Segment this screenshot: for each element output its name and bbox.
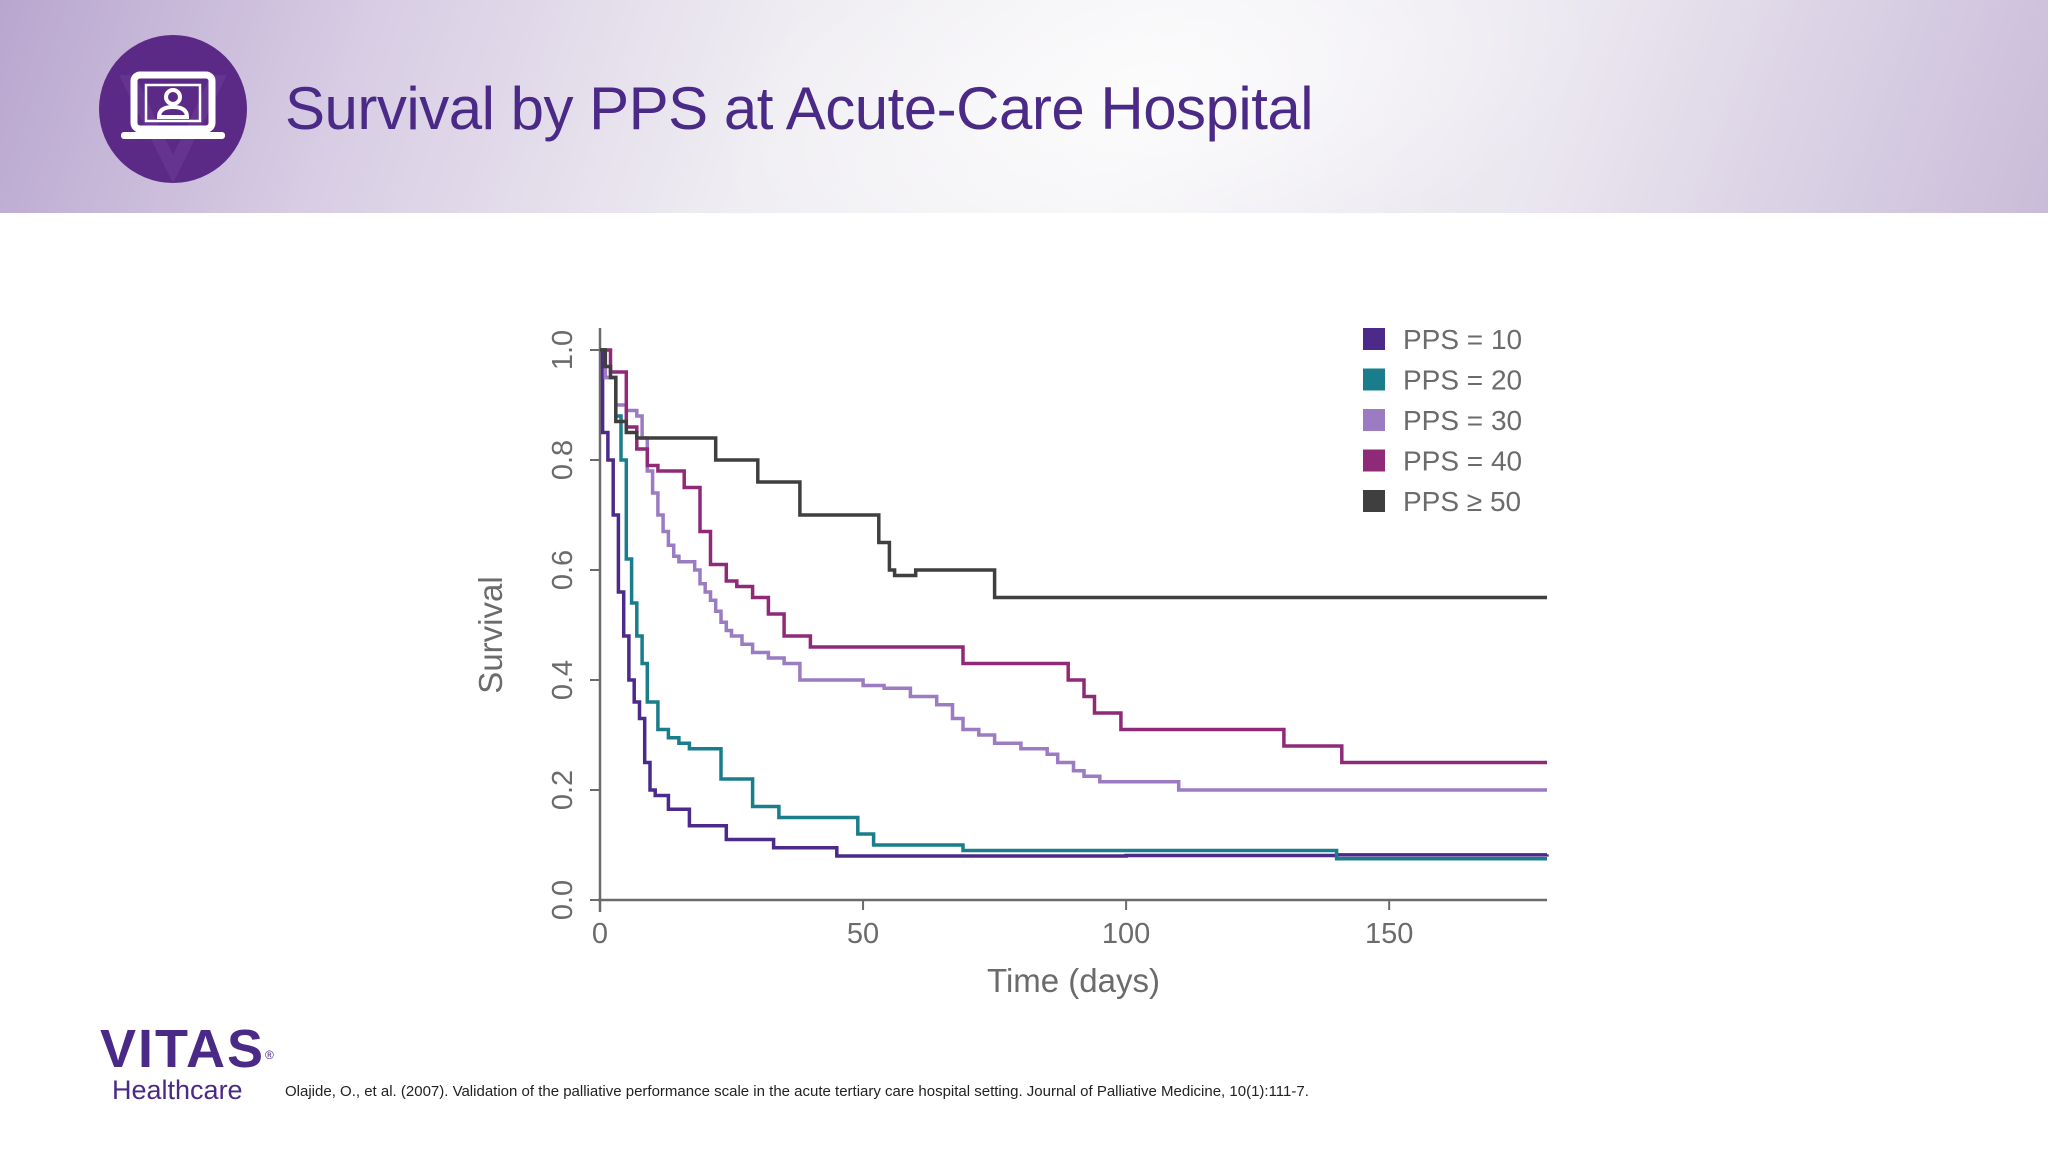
- x-tick-label: 0: [592, 918, 608, 950]
- y-tick-label: 0.4: [547, 660, 579, 700]
- legend-swatch-3: [1363, 409, 1385, 431]
- legend-swatch-2: [1363, 368, 1385, 391]
- logo-subtitle: Healthcare: [112, 1075, 243, 1105]
- laptop-user-icon: [99, 35, 247, 183]
- series-line-1: [600, 348, 1549, 858]
- legend-swatch-5: [1363, 490, 1385, 512]
- legend-label-3: PPS = 30: [1403, 405, 1522, 436]
- x-axis-label: Time (days): [987, 962, 1160, 999]
- legend-label-1: PPS = 10: [1403, 324, 1522, 355]
- logo-wordmark: VITAS®: [100, 1019, 274, 1079]
- slide-header: Survival by PPS at Acute-Care Hospital: [0, 0, 2048, 213]
- citation: Olajide, O., et al. (2007). Validation o…: [285, 1083, 1309, 1100]
- y-tick-label: 1.0: [547, 330, 579, 370]
- legend-label-4: PPS = 40: [1403, 446, 1522, 477]
- x-tick-label: 150: [1365, 918, 1413, 950]
- legend-label-2: PPS = 20: [1403, 365, 1522, 396]
- legend-label-5: PPS ≥ 50: [1403, 486, 1521, 517]
- x-tick-label: 50: [847, 918, 879, 950]
- logo-registered-mark: ®: [265, 1048, 276, 1062]
- y-tick-label: 0.0: [547, 880, 579, 920]
- legend-swatch-4: [1363, 449, 1385, 472]
- series-line-2: [600, 348, 1547, 861]
- legend-swatch-1: [1363, 328, 1385, 350]
- x-tick-label: 100: [1102, 918, 1150, 950]
- y-tick-label: 0.8: [547, 440, 579, 480]
- y-tick-label: 0.2: [547, 770, 579, 810]
- logo-word: VITAS: [100, 1019, 266, 1079]
- series-line-5: [600, 348, 1547, 600]
- page-title: Survival by PPS at Acute-Care Hospital: [285, 75, 1314, 142]
- series-line-4: [600, 348, 1547, 765]
- survival-chart: 0 50 100 150 0.0 0.2 0.4 0.6 0.8 1.0 Time (days) Su…: [472, 324, 1549, 999]
- y-tick-label: 0.6: [547, 550, 579, 590]
- laptop-user-icon-graphic: [119, 71, 227, 183]
- series-line-3: [600, 348, 1547, 792]
- y-axis-label: Survival: [472, 576, 509, 693]
- vitas-logo: VITAS® Healthcare: [100, 1019, 274, 1105]
